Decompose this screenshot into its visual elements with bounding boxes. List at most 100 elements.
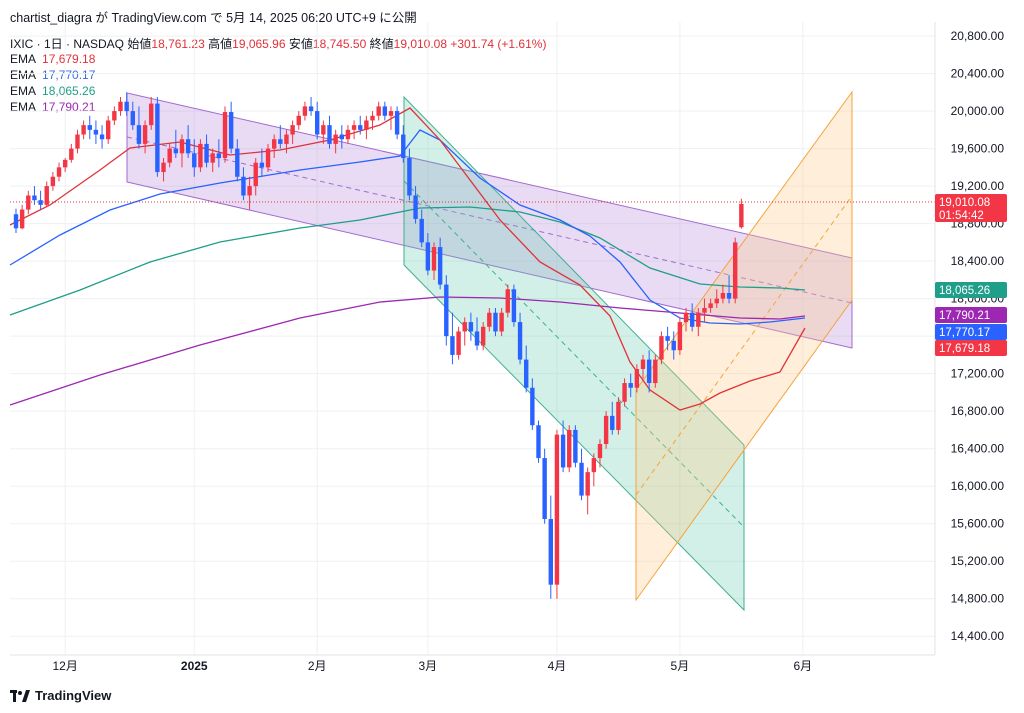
y-tick-label: 19,600.00 <box>951 142 1005 156</box>
purple-channel-midline <box>126 136 853 304</box>
candle-body <box>530 387 535 426</box>
open-value: 18,761.23 <box>151 37 205 51</box>
candle-body <box>259 162 265 168</box>
candle-body <box>278 139 283 144</box>
price-tag-countdown: 01:54:42 <box>939 210 984 222</box>
candle-body <box>646 359 652 384</box>
y-tick-label: 18,400.00 <box>951 254 1005 268</box>
ema-legend-3[interactable]: EMA 18,065.26 <box>10 84 95 98</box>
candle-body <box>345 129 351 140</box>
candle-body <box>271 139 277 149</box>
candlesticks <box>13 92 744 599</box>
candle-body <box>536 425 541 459</box>
ema-legend-4[interactable]: EMA 17,790.21 <box>10 100 95 114</box>
ema-legend-1[interactable]: EMA 17,679.18 <box>10 52 95 66</box>
candle-body <box>112 111 117 121</box>
candle-body <box>124 101 129 112</box>
x-tick-label: 4月 <box>548 659 567 673</box>
ema-value: 17,770.17 <box>42 68 96 82</box>
x-tick-label: 6月 <box>793 659 812 673</box>
symbol-label[interactable]: IXIC · 1日 · NASDAQ <box>10 37 125 51</box>
candle-body <box>524 359 529 388</box>
candle-body <box>450 336 455 355</box>
candle-body <box>720 293 726 299</box>
candle-body <box>382 106 388 116</box>
candle-body <box>118 101 123 112</box>
ema-value: 17,790.21 <box>42 100 96 114</box>
candle-body <box>167 148 172 163</box>
candle-body <box>358 125 363 130</box>
candle-body <box>130 111 135 126</box>
price-tag-bg <box>935 340 1007 356</box>
candle-body <box>13 214 19 229</box>
candle-body <box>702 308 707 313</box>
ema-name: EMA <box>10 68 37 82</box>
candle-body <box>468 322 474 332</box>
low-value: 18,745.50 <box>312 37 367 51</box>
candle-body <box>407 157 412 196</box>
candle-body <box>192 153 197 168</box>
candle-body <box>81 125 86 135</box>
candle-body <box>265 148 271 168</box>
candle-body <box>585 472 590 496</box>
candle-body <box>228 112 234 149</box>
x-tick-label: 2025 <box>181 659 208 673</box>
candle-body <box>683 312 689 323</box>
candle-body <box>93 129 99 135</box>
candle-body <box>517 322 523 360</box>
price-tag-value: 17,770.17 <box>939 327 990 339</box>
candle-body <box>142 125 148 144</box>
candle-body <box>394 111 400 135</box>
high-label: 高値 <box>208 37 233 51</box>
y-tick-label: 16,800.00 <box>951 404 1005 418</box>
candle-body <box>308 106 314 112</box>
candle-body <box>671 340 676 351</box>
candle-body <box>38 200 43 205</box>
candle-body <box>179 139 185 154</box>
candle-body <box>32 195 37 201</box>
candle-body <box>579 462 584 496</box>
candle-body <box>401 134 406 158</box>
time-axis[interactable]: 12月 2025 2月 3月 4月 5月 6月 <box>10 654 935 673</box>
author-name[interactable]: chartist_diagra <box>10 11 92 25</box>
trend-channels <box>126 90 853 612</box>
y-tick-label: 14,800.00 <box>951 592 1005 606</box>
candle-body <box>149 103 154 126</box>
candle-body <box>388 111 394 116</box>
candle-body <box>677 322 683 351</box>
candle-body <box>665 336 670 341</box>
price-tag-bg <box>935 194 1007 222</box>
candle-body <box>431 247 437 271</box>
candle-body <box>106 120 111 140</box>
candle-body <box>499 312 504 332</box>
candle-body <box>327 125 332 144</box>
candle-body <box>204 143 209 163</box>
candle-body <box>437 247 443 285</box>
tradingview-brand[interactable]: TradingView <box>10 688 111 703</box>
candle-body <box>44 186 49 205</box>
change-value: +301.74 (+1.61%) <box>450 37 547 51</box>
y-tick-label: 19,200.00 <box>951 179 1005 193</box>
high-value: 19,065.96 <box>232 37 286 51</box>
candle-body <box>480 326 486 346</box>
ema-name: EMA <box>10 84 37 98</box>
y-tick-label: 20,000.00 <box>951 104 1005 118</box>
candle-body <box>548 519 553 585</box>
close-label: 終値 <box>369 37 394 51</box>
candle-body <box>185 139 191 154</box>
candle-body <box>87 125 92 130</box>
y-tick-label: 15,600.00 <box>951 517 1005 531</box>
candle-body <box>610 415 615 430</box>
ema-green-line <box>9 206 806 316</box>
candle-body <box>290 125 295 135</box>
candle-body <box>198 143 203 168</box>
candle-body <box>505 289 510 313</box>
candle-body <box>444 284 449 337</box>
y-tick-label: 20,800.00 <box>951 29 1005 43</box>
candle-body <box>554 434 560 585</box>
x-tick-label: 12月 <box>52 659 77 673</box>
ema-name: EMA <box>10 52 37 66</box>
ema-legend-2[interactable]: EMA 17,770.17 <box>10 68 95 82</box>
candle-body <box>253 162 258 187</box>
